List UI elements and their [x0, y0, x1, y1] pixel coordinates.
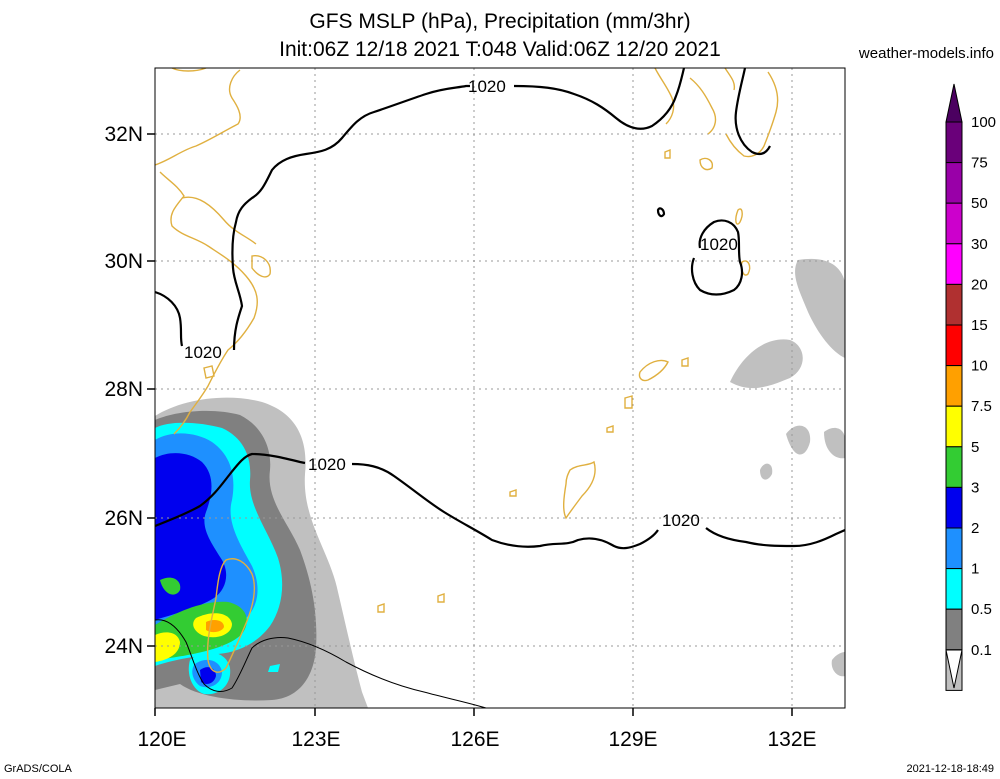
legend-swatch	[945, 324, 963, 367]
chart-subtitle: Init:06Z 12/18 2021 T:048 Valid:06Z 12/2…	[279, 38, 721, 61]
map-frame	[154, 67, 846, 709]
legend-swatch	[945, 405, 963, 448]
isobar-label: 1020	[184, 343, 222, 362]
legend-label: 0.1	[971, 642, 992, 659]
map-area: 1020 1020 1020 1020 1020	[155, 68, 845, 708]
legend-swatch	[945, 568, 963, 610]
lat-label: 24N	[104, 635, 143, 658]
legend-label: 75	[971, 155, 988, 172]
legend-label: 100	[971, 114, 996, 131]
legend-swatch	[945, 121, 963, 164]
legend-label: 50	[971, 195, 988, 212]
isobar-label: 1020	[662, 511, 700, 530]
lon-label: 126E	[450, 728, 499, 751]
legend-swatch	[945, 162, 963, 204]
legend-swatch	[945, 283, 963, 326]
lon-label: 129E	[608, 728, 657, 751]
legend-label: 7.5	[971, 398, 992, 415]
legend-swatch	[945, 202, 963, 245]
legend-label: 2	[971, 520, 979, 537]
legend-label: 3	[971, 479, 979, 496]
legend-label: 0.5	[971, 601, 992, 618]
lon-label: 132E	[767, 728, 816, 751]
isobar-label: 1020	[308, 455, 346, 474]
lat-label: 28N	[104, 378, 143, 401]
footer-timestamp: 2021-12-18-18:49	[906, 763, 994, 775]
legend-label: 20	[971, 276, 988, 293]
lat-label: 30N	[104, 250, 143, 273]
legend-label: 1	[971, 561, 979, 578]
footer-software: GrADS/COLA	[4, 763, 72, 775]
site-credit: weather-models.info	[858, 45, 994, 62]
coastlines	[155, 68, 779, 673]
legend-top-arrow	[945, 83, 963, 123]
legend-label: 5	[971, 439, 979, 456]
legend-label: 15	[971, 317, 988, 334]
chart-title: GFS MSLP (hPa), Precipitation (mm/3hr)	[309, 10, 691, 33]
lon-label: 120E	[137, 728, 186, 751]
lon-label: 123E	[291, 728, 340, 751]
isobar-labels: 1020 1020 1020 1020 1020	[184, 77, 738, 530]
legend-swatch	[945, 243, 963, 285]
legend-swatch	[945, 446, 963, 488]
isobar-label: 1020	[700, 235, 738, 254]
color-legend: 100 75 50 30 20 15 10 7.5 5 3 2 1 0.5 0.1	[945, 83, 996, 691]
legend-label: 10	[971, 358, 988, 375]
lon-labels: 120E 123E 126E 129E 132E	[137, 728, 816, 751]
legend-swatch	[945, 486, 963, 529]
grid-lines	[155, 68, 845, 708]
axis-ticks	[147, 133, 793, 716]
lat-label: 26N	[104, 507, 143, 530]
legend-label: 30	[971, 236, 988, 253]
boundary-line	[155, 619, 487, 708]
lat-label: 32N	[104, 123, 143, 146]
legend-swatch	[945, 365, 963, 407]
legend-swatch	[945, 608, 963, 651]
isobar-label: 1020	[468, 77, 506, 96]
lat-labels: 32N 30N 28N 26N 24N	[104, 123, 143, 658]
legend-swatch	[945, 527, 963, 570]
isobars	[155, 68, 845, 550]
legend-bottom-arrow	[945, 649, 963, 689]
